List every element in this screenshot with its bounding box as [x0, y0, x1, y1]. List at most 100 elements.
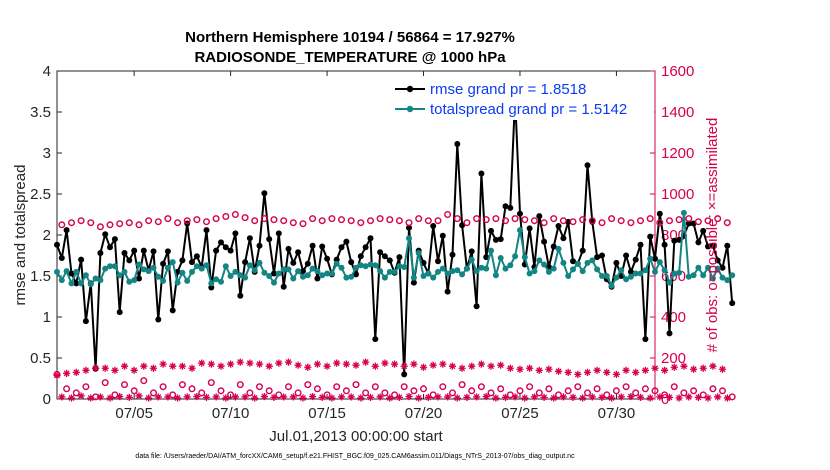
- data-point: [488, 247, 494, 254]
- data-point: [265, 362, 273, 370]
- data-point: [550, 215, 558, 223]
- data-point: [395, 217, 403, 225]
- data-point: [54, 268, 60, 275]
- legend-marker-rmse: [406, 85, 414, 93]
- data-point: [202, 218, 210, 226]
- data-point: [434, 393, 442, 401]
- data-point: [362, 263, 369, 270]
- data-point: [719, 387, 727, 395]
- data-point: [353, 271, 359, 278]
- data-point: [131, 277, 138, 284]
- data-point: [169, 259, 176, 266]
- data-point: [618, 267, 625, 274]
- legend-box: [390, 78, 654, 120]
- data-point: [227, 247, 234, 254]
- data-point: [347, 217, 355, 225]
- x-tick-label: 07/25: [501, 405, 539, 422]
- data-point: [478, 170, 485, 177]
- data-point: [308, 392, 317, 401]
- data-point: [386, 257, 393, 264]
- data-point: [478, 264, 485, 271]
- data-point: [304, 260, 311, 267]
- data-point: [294, 361, 302, 369]
- data-point: [550, 243, 557, 250]
- data-point: [357, 219, 365, 227]
- data-point: [280, 393, 288, 401]
- left-tick-label: 3: [43, 145, 51, 162]
- data-point: [73, 268, 80, 275]
- data-point: [135, 221, 143, 229]
- data-point: [198, 265, 205, 272]
- data-point: [439, 232, 446, 239]
- data-point: [540, 393, 548, 401]
- data-point: [372, 336, 379, 343]
- data-point: [623, 252, 630, 259]
- data-point: [617, 217, 625, 225]
- data-point: [424, 393, 432, 401]
- data-point: [111, 236, 118, 243]
- data-point: [517, 227, 523, 234]
- data-point: [232, 230, 239, 237]
- left-tick-label: 3.5: [30, 104, 51, 121]
- data-point: [333, 359, 341, 367]
- data-point: [685, 273, 692, 280]
- data-point: [545, 365, 553, 373]
- data-point: [579, 247, 586, 254]
- data-point: [401, 264, 408, 270]
- data-point: [406, 235, 412, 242]
- data-point: [159, 383, 167, 391]
- data-point: [217, 362, 225, 370]
- data-point: [106, 221, 114, 229]
- data-point: [342, 360, 350, 368]
- data-point: [255, 360, 264, 368]
- data-point: [309, 265, 316, 272]
- data-point: [63, 227, 70, 234]
- data-point: [116, 220, 124, 228]
- data-point: [617, 393, 625, 401]
- data-point: [714, 393, 722, 401]
- data-point: [256, 383, 264, 391]
- data-point: [454, 267, 461, 274]
- data-point: [642, 267, 649, 274]
- data-point: [231, 393, 240, 401]
- series-assimilated: [53, 358, 731, 402]
- data-point: [607, 394, 616, 402]
- data-point: [367, 235, 374, 242]
- data-point: [483, 265, 490, 272]
- data-point: [222, 244, 229, 251]
- data-point: [526, 225, 533, 232]
- data-point: [473, 268, 480, 275]
- data-point: [424, 217, 432, 225]
- data-point: [381, 253, 388, 260]
- data-point: [569, 393, 577, 401]
- data-point: [338, 244, 345, 251]
- data-point: [661, 267, 668, 274]
- data-point: [718, 365, 727, 373]
- data-point: [149, 389, 157, 397]
- data-point: [487, 389, 495, 397]
- data-point: [526, 270, 533, 277]
- data-point: [367, 261, 374, 268]
- left-tick-label: 1.5: [30, 268, 51, 285]
- data-point: [203, 262, 210, 269]
- data-point: [328, 394, 336, 402]
- data-point: [140, 377, 148, 385]
- data-point: [58, 393, 66, 401]
- data-point: [434, 217, 442, 225]
- data-point: [685, 220, 692, 227]
- data-point: [72, 368, 80, 376]
- data-point: [671, 270, 678, 277]
- data-point: [227, 273, 234, 279]
- data-point: [535, 389, 543, 397]
- data-point: [415, 250, 422, 256]
- data-point: [646, 394, 654, 402]
- data-point: [102, 265, 109, 272]
- series-group: [53, 94, 736, 402]
- data-point: [613, 259, 620, 266]
- data-point: [304, 363, 312, 371]
- data-point: [570, 258, 576, 265]
- data-point: [579, 394, 587, 402]
- data-point: [337, 393, 346, 401]
- data-point: [131, 247, 138, 254]
- data-point: [357, 262, 364, 269]
